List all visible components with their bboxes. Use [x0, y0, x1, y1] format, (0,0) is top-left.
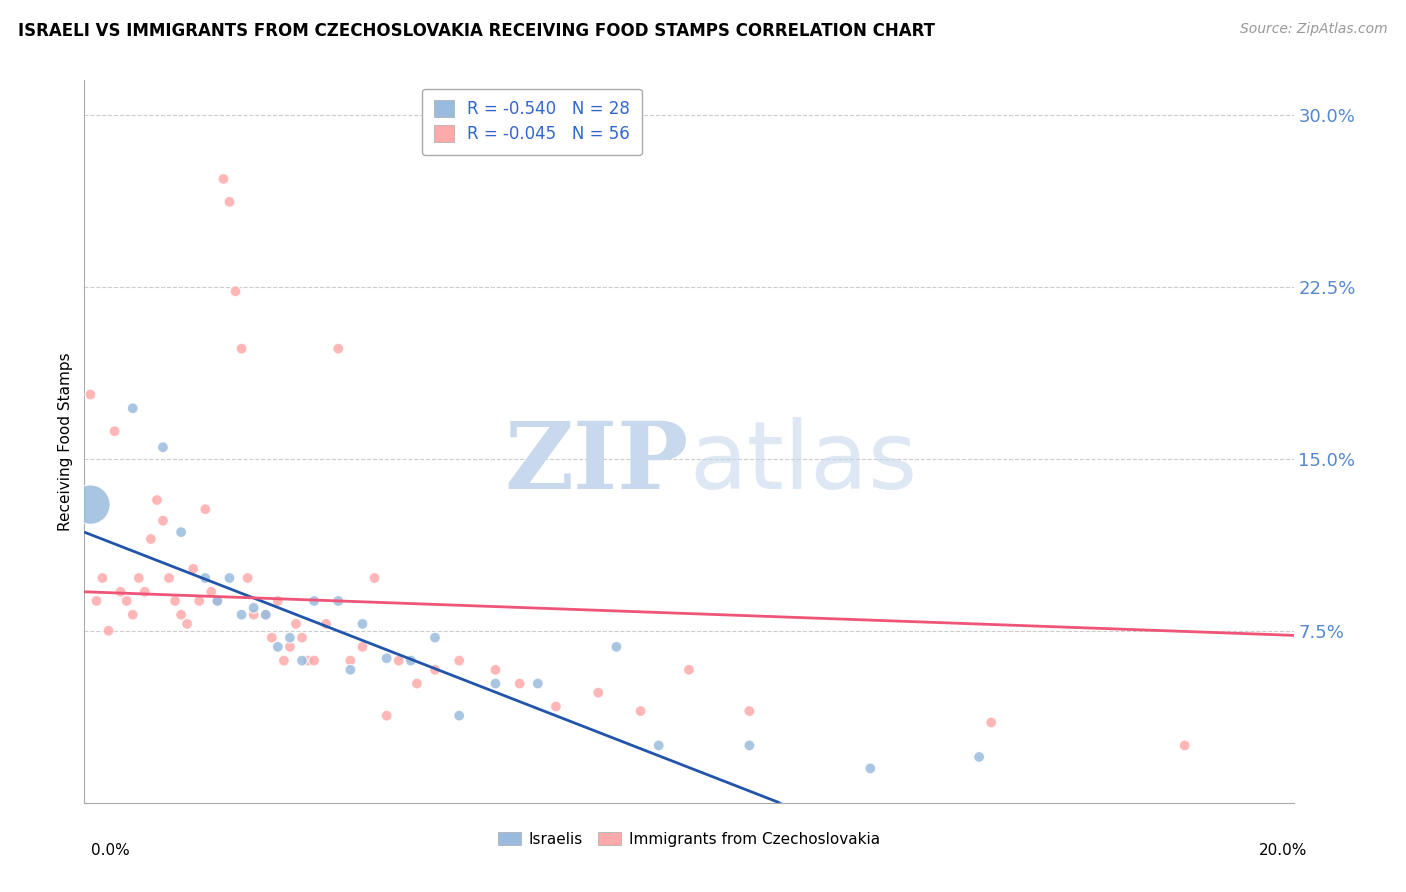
Text: ZIP: ZIP	[505, 418, 689, 508]
Point	[121, 607, 143, 622]
Point	[630, 704, 652, 718]
Point	[278, 631, 301, 645]
Point	[157, 571, 180, 585]
Point	[375, 708, 398, 723]
Point	[423, 663, 446, 677]
Point	[176, 616, 198, 631]
Point	[181, 562, 204, 576]
Point	[738, 739, 761, 753]
Point	[139, 532, 162, 546]
Point	[152, 440, 174, 454]
Point	[267, 594, 290, 608]
Point	[352, 616, 374, 631]
Point	[328, 342, 350, 356]
Point	[605, 640, 627, 654]
Point	[200, 584, 222, 599]
Point	[449, 654, 471, 668]
Point	[207, 594, 229, 608]
Point	[207, 594, 229, 608]
Point	[678, 663, 700, 677]
Point	[423, 631, 446, 645]
Text: ISRAELI VS IMMIGRANTS FROM CZECHOSLOVAKIA RECEIVING FOOD STAMPS CORRELATION CHAR: ISRAELI VS IMMIGRANTS FROM CZECHOSLOVAKI…	[18, 22, 935, 40]
Text: Source: ZipAtlas.com: Source: ZipAtlas.com	[1240, 22, 1388, 37]
Point	[236, 571, 259, 585]
Point	[509, 676, 531, 690]
Point	[242, 607, 264, 622]
Point	[328, 594, 350, 608]
Point	[79, 387, 101, 401]
Point	[194, 502, 217, 516]
Point	[315, 616, 337, 631]
Point	[260, 631, 283, 645]
Point	[967, 750, 990, 764]
Point	[121, 401, 143, 416]
Point	[291, 631, 314, 645]
Point	[527, 676, 550, 690]
Point	[146, 493, 169, 508]
Text: atlas: atlas	[689, 417, 917, 509]
Point	[97, 624, 120, 638]
Text: 20.0%: 20.0%	[1260, 843, 1308, 858]
Point	[254, 607, 277, 622]
Point	[170, 525, 193, 540]
Point	[128, 571, 150, 585]
Point	[115, 594, 138, 608]
Point	[339, 663, 361, 677]
Point	[339, 654, 361, 668]
Point	[544, 699, 567, 714]
Point	[231, 342, 253, 356]
Point	[91, 571, 114, 585]
Point	[291, 654, 314, 668]
Legend: Israelis, Immigrants from Czechoslovakia: Israelis, Immigrants from Czechoslovakia	[492, 826, 886, 853]
Point	[79, 498, 101, 512]
Point	[484, 676, 506, 690]
Point	[297, 654, 319, 668]
Point	[267, 640, 290, 654]
Point	[254, 607, 277, 622]
Point	[738, 704, 761, 718]
Point	[588, 686, 610, 700]
Text: 0.0%: 0.0%	[91, 843, 131, 858]
Point	[225, 285, 247, 299]
Point	[242, 600, 264, 615]
Point	[406, 676, 429, 690]
Point	[484, 663, 506, 677]
Point	[165, 594, 187, 608]
Point	[218, 194, 240, 209]
Point	[104, 424, 127, 438]
Point	[449, 708, 471, 723]
Point	[170, 607, 193, 622]
Point	[134, 584, 156, 599]
Point	[86, 594, 108, 608]
Point	[278, 640, 301, 654]
Point	[1174, 739, 1197, 753]
Point	[648, 739, 671, 753]
Point	[388, 654, 411, 668]
Point	[188, 594, 211, 608]
Point	[231, 607, 253, 622]
Point	[273, 654, 295, 668]
Point	[110, 584, 132, 599]
Point	[980, 715, 1002, 730]
Point	[352, 640, 374, 654]
Point	[302, 594, 325, 608]
Point	[218, 571, 240, 585]
Point	[375, 651, 398, 665]
Point	[152, 514, 174, 528]
Point	[399, 654, 422, 668]
Point	[363, 571, 385, 585]
Y-axis label: Receiving Food Stamps: Receiving Food Stamps	[58, 352, 73, 531]
Point	[285, 616, 308, 631]
Point	[859, 761, 882, 775]
Point	[194, 571, 217, 585]
Point	[302, 654, 325, 668]
Point	[212, 172, 235, 186]
